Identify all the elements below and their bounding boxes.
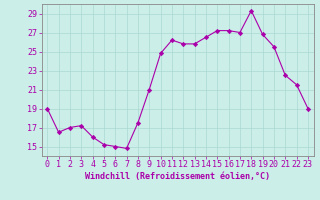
X-axis label: Windchill (Refroidissement éolien,°C): Windchill (Refroidissement éolien,°C)	[85, 172, 270, 181]
